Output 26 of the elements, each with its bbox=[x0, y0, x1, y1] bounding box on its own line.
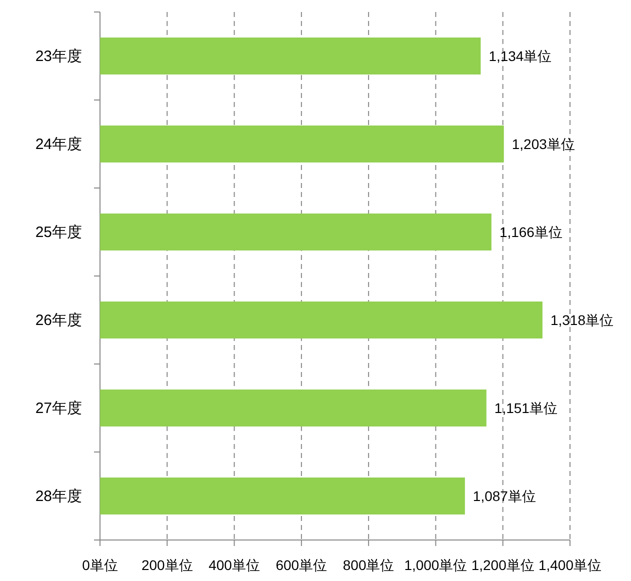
y-tick-label: 23年度 bbox=[35, 48, 82, 65]
x-tick-label: 1,000単位 bbox=[404, 557, 468, 573]
data-label: 1,087単位 bbox=[472, 488, 536, 504]
x-tick-label: 600単位 bbox=[276, 557, 328, 573]
x-tick-label: 1,200単位 bbox=[471, 557, 534, 573]
x-tick-label: 0単位 bbox=[82, 557, 118, 573]
y-tick-label: 26年度 bbox=[35, 312, 82, 329]
bar bbox=[100, 302, 542, 338]
y-tick-label: 25年度 bbox=[35, 224, 82, 241]
bar bbox=[100, 126, 504, 162]
x-tick-label: 200単位 bbox=[141, 557, 193, 573]
x-tick-label: 800単位 bbox=[342, 557, 394, 573]
data-label: 1,318単位 bbox=[550, 312, 614, 328]
bar bbox=[100, 214, 492, 250]
y-tick-label: 24年度 bbox=[35, 136, 82, 153]
y-tick-label: 28年度 bbox=[35, 488, 82, 505]
x-tick-label: 400単位 bbox=[208, 557, 260, 573]
y-tick-label: 27年度 bbox=[35, 400, 82, 417]
data-label: 1,166単位 bbox=[499, 224, 562, 240]
bar bbox=[100, 390, 486, 426]
x-tick-label: 1,400単位 bbox=[538, 557, 602, 573]
data-label: 1,203単位 bbox=[512, 136, 575, 152]
data-label: 1,151単位 bbox=[494, 400, 558, 416]
bar bbox=[100, 38, 481, 74]
bar bbox=[100, 478, 465, 514]
data-label: 1,134単位 bbox=[488, 48, 552, 64]
